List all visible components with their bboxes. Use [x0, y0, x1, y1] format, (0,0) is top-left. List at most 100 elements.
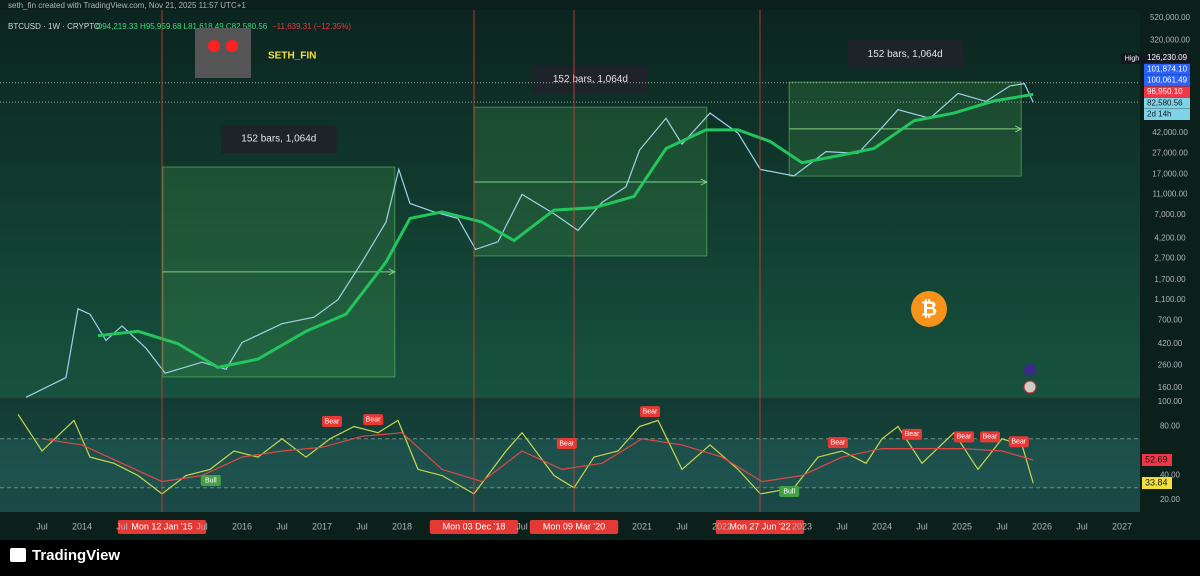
footer-bar	[0, 540, 1200, 576]
y-tick-label: 80.00	[1160, 422, 1181, 431]
signal-box	[902, 428, 922, 440]
series-line	[41, 432, 1034, 483]
x-tick-label: 2016	[232, 521, 252, 531]
signal-label: Bear	[559, 440, 574, 447]
x-tick-label: Jul	[516, 521, 528, 531]
range-label-box	[221, 125, 337, 154]
range-label: 152 bars, 1,064d	[553, 74, 628, 85]
x-tick-label: 2025	[952, 521, 972, 531]
signal-label: Bear	[957, 434, 972, 441]
x-tick-label: Jul	[116, 521, 128, 531]
avatar-eye	[226, 40, 238, 52]
footer-logo	[10, 548, 26, 562]
y-tick-label: 27,000.00	[1152, 148, 1188, 157]
y-tick-label: 260.00	[1158, 361, 1183, 370]
price-tag: High	[1125, 55, 1140, 62]
x-tick-label: 2021	[632, 521, 652, 531]
price-label: 101,874.10	[1147, 64, 1188, 73]
y-tick-label: 4,200.00	[1154, 233, 1186, 242]
price-label-box	[1144, 75, 1190, 87]
change: −11,639.31 (−12.35%)	[272, 22, 351, 31]
signal-box	[200, 475, 221, 487]
watermark: SETH_FIN	[268, 51, 316, 62]
date-label-box	[715, 520, 805, 534]
y-tick-label: 40.00	[1160, 471, 1181, 480]
date-label: Mon 03 Dec '18	[443, 521, 506, 531]
symbol: BTCUSD · 1W · CRYPTO	[8, 22, 100, 31]
x-tick-label: Jul	[276, 521, 288, 531]
series-line	[17, 413, 1034, 495]
countdown-box	[1144, 109, 1190, 120]
date-label: Mon 09 Mar '20	[543, 521, 605, 531]
value-label-box	[1142, 453, 1172, 466]
signal-label: Bull	[783, 488, 795, 495]
value-label: 33.84	[1145, 477, 1168, 487]
arrow-head	[1014, 125, 1023, 133]
date-label-box	[117, 520, 207, 534]
signal-box	[980, 431, 1000, 443]
range-label-box	[847, 40, 963, 69]
x-tick-label: 2023	[792, 521, 812, 531]
date-label: Mon 12 Jan '15	[131, 521, 192, 531]
y-tick-label: 420.00	[1158, 339, 1183, 348]
signal-label: Bear	[905, 431, 920, 438]
price-label: 126,230.09	[1147, 53, 1188, 62]
countdown: 2d 14h	[1147, 110, 1171, 119]
y-tick-label: 700.00	[1158, 315, 1183, 324]
value-label-box	[1142, 477, 1172, 490]
x-tick-label: Jul	[996, 521, 1008, 531]
signal-box	[779, 486, 800, 498]
y-tick-label: 1,100.00	[1154, 295, 1186, 304]
signal-label: Bull	[205, 477, 217, 484]
arrow-head	[388, 268, 396, 276]
range-label: 152 bars, 1,064d	[868, 49, 943, 60]
y-tick-label: 42,000.00	[1152, 128, 1188, 137]
signal-label: Bear	[643, 408, 658, 415]
x-tick-label: Jul	[1076, 521, 1088, 531]
icon	[1023, 380, 1037, 394]
range-label-box	[532, 65, 649, 94]
arrow-head	[700, 178, 708, 186]
x-tick-label: Jul	[36, 521, 48, 531]
date-label: Mon 27 Jun '22	[729, 521, 790, 531]
signal-box	[1008, 436, 1029, 448]
price-label-box	[1144, 52, 1190, 64]
footer-brand: TradingView	[32, 547, 120, 564]
ohlc: O94,219.33 H95,959.68 L81,618.49 C82,580…	[96, 22, 268, 31]
y-tick-label: 1,700.00	[1154, 275, 1186, 284]
signal-box	[640, 406, 660, 418]
signal-label: Bear	[831, 439, 846, 446]
x-tick-label: Jul	[916, 521, 928, 531]
y-tick-label: 11,000.00	[1153, 189, 1189, 198]
y-tick-label: 100.00	[1158, 397, 1183, 406]
x-tick-label: Jul	[676, 521, 688, 531]
signal-box	[363, 414, 384, 426]
x-tick-label: 2027	[1112, 521, 1132, 531]
header: seth_fin created with TradingView.com, N…	[8, 1, 246, 10]
date-label-box	[429, 520, 519, 534]
price-label-box	[1144, 86, 1190, 98]
rsi-pane	[0, 398, 1140, 512]
signal-label: Bear	[983, 434, 998, 441]
value-label: 52.69	[1145, 454, 1168, 464]
date-label-box	[529, 520, 619, 534]
x-tick-label: 2018	[392, 521, 412, 531]
range-label: 152 bars, 1,064d	[241, 134, 316, 145]
y-tick-label: 320,000.00	[1150, 35, 1191, 44]
x-tick-label: Jul	[836, 521, 848, 531]
series-line	[25, 82, 1034, 398]
avatar-eye	[208, 40, 220, 52]
icon	[1024, 364, 1036, 376]
signal-label: Bear	[366, 417, 381, 424]
price-label: 100,061.49	[1147, 76, 1188, 85]
x-tick-label: 2014	[72, 521, 92, 531]
x-tick-label: Jul	[196, 521, 208, 531]
price-tag-box	[1121, 53, 1143, 64]
signal-box	[322, 416, 342, 428]
x-tick-label: 2017	[312, 521, 332, 531]
x-tick-label: Jul	[356, 521, 368, 531]
price-label: 96,950.10	[1147, 87, 1183, 96]
x-tick-label: 2022	[712, 521, 732, 531]
y-tick-label: 7,000.00	[1154, 210, 1186, 219]
